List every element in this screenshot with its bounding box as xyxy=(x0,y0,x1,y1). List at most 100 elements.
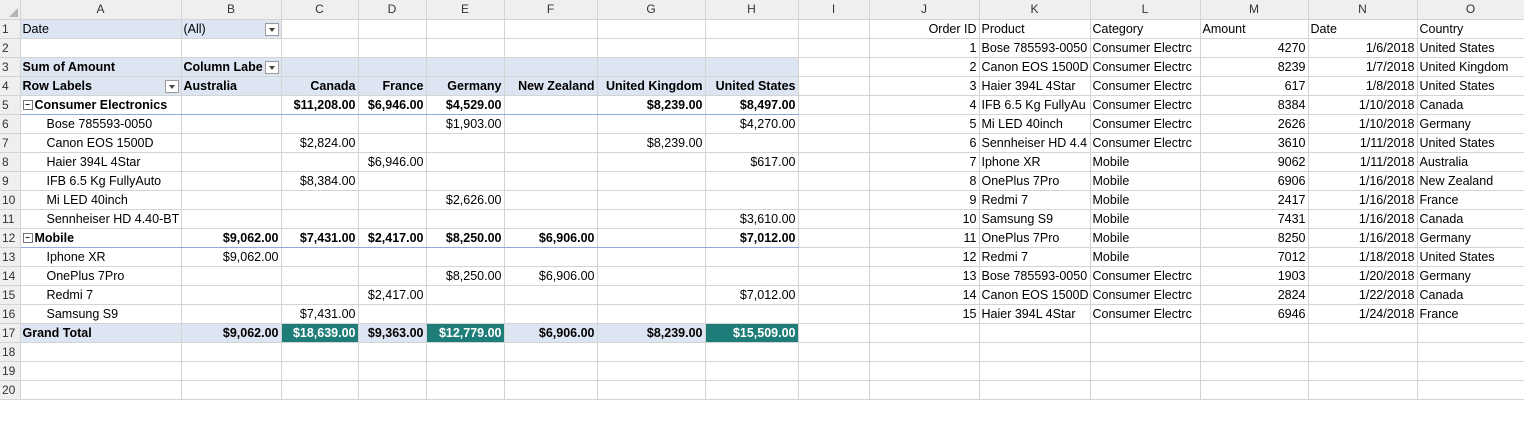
cell-i19[interactable] xyxy=(798,361,870,381)
cell-h1[interactable] xyxy=(705,19,799,39)
cell-e19[interactable] xyxy=(426,361,505,381)
pivot-country-header[interactable]: New Zealand xyxy=(504,76,598,96)
source-cell[interactable]: Germany xyxy=(1417,266,1524,286)
row-header[interactable]: 10 xyxy=(0,190,21,210)
pivot-value-cell[interactable]: $6,946.00 xyxy=(358,95,427,115)
cell-i18[interactable] xyxy=(798,342,870,362)
pivot-column-labels[interactable]: Column Labe xyxy=(181,57,282,77)
pivot-value-cell[interactable] xyxy=(426,209,505,229)
pivot-value-cell[interactable]: $7,012.00 xyxy=(705,285,799,305)
source-cell[interactable]: United States xyxy=(1417,133,1524,153)
source-cell[interactable]: Consumer Electrc xyxy=(1090,304,1201,324)
pivot-value-cell[interactable] xyxy=(705,266,799,286)
source-cell[interactable]: 8250 xyxy=(1200,228,1309,248)
row-header[interactable]: 17 xyxy=(0,323,21,343)
cell-n18[interactable] xyxy=(1308,342,1418,362)
pivot-value-cell[interactable] xyxy=(181,304,282,324)
cell-i15[interactable] xyxy=(798,285,870,305)
source-cell[interactable]: 1/7/2018 xyxy=(1308,57,1418,77)
pivot-item-label[interactable]: Canon EOS 1500D xyxy=(20,133,182,153)
cell-a20[interactable] xyxy=(20,380,182,400)
column-header-d[interactable]: D xyxy=(358,0,427,20)
source-cell[interactable]: 3 xyxy=(869,76,980,96)
source-cell[interactable]: 1903 xyxy=(1200,266,1309,286)
source-cell[interactable]: 1/10/2018 xyxy=(1308,95,1418,115)
grand-total-value[interactable]: $9,062.00 xyxy=(181,322,282,343)
column-header-g[interactable]: G xyxy=(597,0,706,20)
row-header[interactable]: 7 xyxy=(0,133,21,153)
source-cell[interactable]: Germany xyxy=(1417,228,1524,248)
source-cell[interactable]: 8 xyxy=(869,171,980,191)
cell-h18[interactable] xyxy=(705,342,799,362)
cell-e2[interactable] xyxy=(426,38,505,58)
pivot-value-cell[interactable] xyxy=(597,209,706,229)
source-cell[interactable]: Mobile xyxy=(1090,190,1201,210)
pivot-country-header[interactable]: Australia xyxy=(181,76,282,96)
pivot-value-cell[interactable] xyxy=(597,114,706,134)
source-cell[interactable]: 1/16/2018 xyxy=(1308,228,1418,248)
cell-a2[interactable] xyxy=(20,38,182,58)
source-header[interactable]: Category xyxy=(1090,19,1201,39)
cell-b18[interactable] xyxy=(181,342,282,362)
pivot-value-cell[interactable]: $8,250.00 xyxy=(426,228,505,248)
source-cell[interactable]: 7 xyxy=(869,152,980,172)
pivot-filter-value[interactable]: (All) xyxy=(181,19,282,39)
pivot-value-cell[interactable] xyxy=(504,152,598,172)
pivot-value-cell[interactable]: $8,497.00 xyxy=(705,95,799,115)
pivot-value-cell[interactable] xyxy=(426,171,505,191)
source-cell[interactable]: Haier 394L 4Star xyxy=(979,304,1091,324)
pivot-value-cell[interactable]: $7,431.00 xyxy=(281,228,359,248)
pivot-value-cell[interactable] xyxy=(281,209,359,229)
cell-g2[interactable] xyxy=(597,38,706,58)
source-cell[interactable]: 2417 xyxy=(1200,190,1309,210)
row-header[interactable]: 4 xyxy=(0,76,21,96)
cell-m20[interactable] xyxy=(1200,380,1309,400)
cell-c19[interactable] xyxy=(281,361,359,381)
pivot-value-cell[interactable]: $9,062.00 xyxy=(181,247,282,267)
pivot-value-cell[interactable] xyxy=(358,190,427,210)
pivot-value-cell[interactable] xyxy=(426,304,505,324)
cell-n20[interactable] xyxy=(1308,380,1418,400)
pivot-value-cell[interactable] xyxy=(358,209,427,229)
cell-k18[interactable] xyxy=(979,342,1091,362)
pivot-value-cell[interactable] xyxy=(504,190,598,210)
pivot-values-label[interactable]: Sum of Amount xyxy=(20,57,182,77)
grand-total-value[interactable]: $12,779.00 xyxy=(426,322,505,343)
row-header[interactable]: 14 xyxy=(0,266,21,286)
grand-total-value[interactable]: $9,363.00 xyxy=(358,322,427,343)
pivot-value-cell[interactable] xyxy=(281,285,359,305)
pivot-value-cell[interactable] xyxy=(358,247,427,267)
cell-i4[interactable] xyxy=(798,76,870,96)
source-cell[interactable]: Consumer Electrc xyxy=(1090,285,1201,305)
cell-l17[interactable] xyxy=(1090,323,1201,343)
cell-g20[interactable] xyxy=(597,380,706,400)
row-header[interactable]: 18 xyxy=(0,342,21,362)
pivot-value-cell[interactable] xyxy=(181,114,282,134)
cell-i12[interactable] xyxy=(798,228,870,248)
pivot-value-cell[interactable] xyxy=(181,190,282,210)
source-cell[interactable]: France xyxy=(1417,190,1524,210)
cell-i10[interactable] xyxy=(798,190,870,210)
source-cell[interactable]: 4 xyxy=(869,95,980,115)
source-cell[interactable]: 13 xyxy=(869,266,980,286)
source-cell[interactable]: Bose 785593-0050 xyxy=(979,266,1091,286)
pivot-value-cell[interactable] xyxy=(181,209,282,229)
source-cell[interactable]: Mobile xyxy=(1090,209,1201,229)
source-cell[interactable]: 1/16/2018 xyxy=(1308,190,1418,210)
cell-o20[interactable] xyxy=(1417,380,1524,400)
cell-k17[interactable] xyxy=(979,323,1091,343)
pivot-value-cell[interactable]: $3,610.00 xyxy=(705,209,799,229)
cell-o18[interactable] xyxy=(1417,342,1524,362)
pivot-value-cell[interactable] xyxy=(705,190,799,210)
source-cell[interactable]: 1/16/2018 xyxy=(1308,209,1418,229)
row-labels-dropdown-icon[interactable] xyxy=(164,79,179,93)
column-header-o[interactable]: O xyxy=(1417,0,1524,20)
cell-k19[interactable] xyxy=(979,361,1091,381)
source-cell[interactable]: Mobile xyxy=(1090,228,1201,248)
source-cell[interactable]: IFB 6.5 Kg FullyAu xyxy=(979,95,1091,115)
pivot-value-cell[interactable] xyxy=(504,171,598,191)
cell-i2[interactable] xyxy=(798,38,870,58)
cell-i1[interactable] xyxy=(798,19,870,39)
pivot-value-cell[interactable]: $8,250.00 xyxy=(426,266,505,286)
